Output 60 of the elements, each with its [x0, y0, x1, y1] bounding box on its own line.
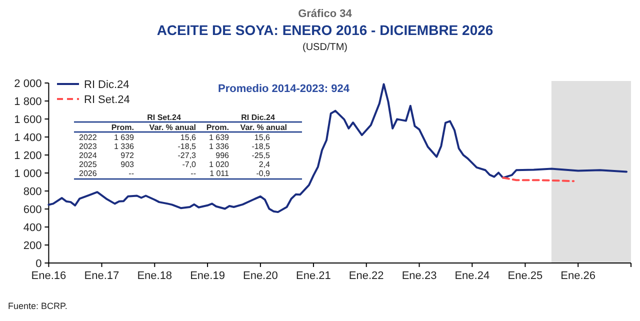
y-tick-label: 200: [23, 240, 42, 252]
x-tick-label: Ene.19: [190, 270, 225, 282]
x-tick-label: Ene.23: [402, 270, 437, 282]
source-note: Fuente: BCRP.: [8, 301, 68, 311]
y-tick-label: 800: [23, 186, 42, 198]
annotation: -27,3: [178, 151, 197, 160]
text: Gráfico 34: [298, 8, 353, 20]
y-tick-label: 1 400: [14, 132, 42, 144]
annotation: 972: [120, 151, 135, 160]
annotation: 2025: [79, 160, 98, 169]
y-tick-label: 600: [23, 204, 42, 216]
annotation: Prom.: [206, 123, 229, 132]
annotation: 1 011: [210, 169, 230, 178]
y-tick-label: 2 000: [14, 78, 42, 90]
y-tick-label: 1 200: [14, 150, 42, 162]
annotation: Promedio 2014-2023: 924: [218, 83, 350, 95]
annotation: 903: [120, 160, 135, 169]
annotation: --: [190, 169, 196, 178]
annotation: 1 639: [114, 133, 135, 142]
annotation: 15,6: [180, 133, 197, 142]
annotation: 996: [216, 151, 230, 160]
y-tick-label: 0: [36, 258, 42, 270]
x-tick-label: Ene.25: [508, 270, 543, 282]
annotation: 2023: [79, 142, 98, 151]
y-tick-label: 1 800: [14, 96, 42, 108]
x-tick-label: Ene.18: [137, 270, 172, 282]
legend-label: RI Set.24: [84, 94, 130, 106]
annotation: Var. % anual: [240, 123, 287, 132]
chart-subtitle: (USD/TM): [302, 42, 348, 53]
annotation: 1 336: [114, 142, 135, 151]
x-tick-label: Ene.24: [454, 270, 490, 282]
annotation: Prom.: [111, 123, 134, 132]
annotation: 2,4: [258, 160, 271, 169]
x-tick-label: Ene.17: [84, 270, 120, 282]
x-tick-label: Ene.22: [348, 270, 384, 282]
annotation: 15,6: [254, 133, 271, 142]
annotation: -0,9: [256, 169, 271, 178]
annotation: RI Dic.24: [241, 113, 276, 122]
annotation: Var. % anual: [149, 123, 196, 132]
y-tick-label: 1 000: [14, 168, 42, 180]
annotation: 2022: [79, 133, 98, 142]
x-tick-label: Ene.16: [31, 270, 66, 282]
annotation: 1 336: [208, 142, 230, 151]
y-tick-label: 1 600: [14, 114, 42, 126]
annotation: --: [128, 169, 134, 178]
annotation: 2024: [79, 151, 98, 160]
x-tick-label: Ene.20: [242, 270, 278, 282]
legend-label: RI Dic.24: [84, 79, 130, 91]
y-tick-label: 400: [23, 222, 42, 234]
annotation: 1 639: [208, 133, 230, 142]
annotation: -25,5: [252, 151, 271, 160]
annotation: 2026: [79, 169, 98, 178]
annotation: RI Set.24: [147, 113, 182, 122]
annotation: -7,0: [182, 160, 197, 169]
x-tick-label: Ene.26: [560, 270, 596, 282]
annotation: -18,5: [252, 142, 271, 151]
chart-title: ACEITE DE SOYA: ENERO 2016 - DICIEMBRE 2026: [156, 22, 494, 38]
annotation: -18,5: [178, 142, 197, 151]
x-tick-label: Ene.21: [296, 270, 331, 282]
annotation: 1 020: [208, 160, 230, 169]
